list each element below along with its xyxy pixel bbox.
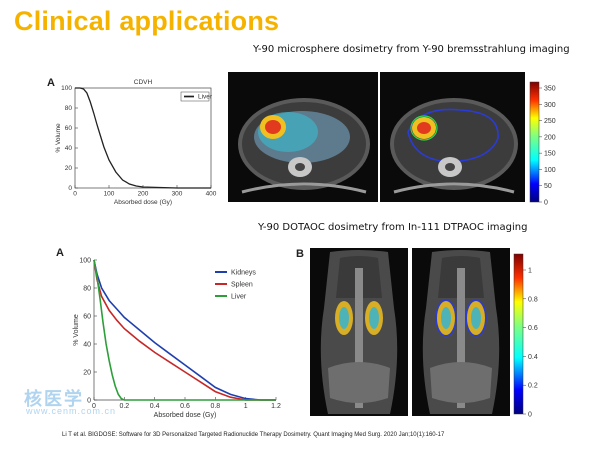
x-tick-label: 1.2 [271, 403, 281, 410]
y-axis-label: % Volume [73, 314, 80, 346]
colorbar-bottom-tick-label: 0 [528, 412, 532, 419]
x-tick-label: 0 [73, 191, 77, 198]
chart-title: CDVH [134, 79, 153, 86]
subtitle-bottom: Y-90 DOTAOC dosimetry from In-111 DTPAOC… [258, 222, 528, 233]
x-tick-label: 0 [92, 403, 96, 410]
x-tick-label: 0.6 [180, 403, 190, 410]
series-line-spleen [93, 259, 276, 401]
y-tick-label: 80 [83, 285, 91, 292]
panel-label-bottom-a: A [56, 247, 64, 259]
colorbar-top: 350 300 250 200 150 100 50 0 [529, 81, 556, 207]
colorbar-top-tick-label: 150 [544, 151, 556, 158]
watermark-url: www.cenm.com.cn [26, 406, 117, 416]
x-tick-label: 400 [206, 191, 217, 198]
colorbar-top-tick-label: 200 [544, 134, 556, 141]
x-axis-label: Absorbed dose (Gy) [114, 199, 172, 206]
colorbar-top-tick-label: 50 [544, 183, 552, 190]
legend-label-liver: Liver [198, 94, 213, 101]
x-tick-label: 100 [104, 191, 115, 198]
series-line-kidneys [93, 259, 276, 401]
colorbar-bottom-tick-label: 0.6 [528, 325, 538, 332]
y-axis-label: % Volume [55, 123, 62, 153]
colorbar-bottom-tick-label: 1 [528, 268, 532, 275]
x-tick-label: 1 [244, 403, 248, 410]
y-tick-label: 20 [83, 369, 91, 376]
y-tick-label: 20 [65, 165, 73, 172]
y-tick-label: 100 [61, 85, 72, 92]
colorbar-bottom: 1 0.8 0.6 0.4 0.2 0 [513, 253, 538, 419]
y-tick-label: 100 [79, 257, 91, 264]
x-tick-label: 0.2 [119, 403, 129, 410]
plot-frame [74, 87, 212, 189]
colorbar-top-tick-label: 350 [544, 86, 556, 93]
panel-label-top-a: A [47, 77, 55, 89]
y-tick-label: 80 [65, 105, 73, 112]
legend-label-liver: Liver [231, 293, 247, 300]
legend-label-kidneys: Kidneys [231, 269, 256, 276]
legend-label-spleen: Spleen [231, 281, 253, 288]
coronal-scan-image-left [310, 248, 408, 416]
y-tick-label: 60 [83, 313, 91, 320]
x-tick-label: 200 [138, 191, 149, 198]
colorbar-bottom-tick-label: 0.4 [528, 354, 538, 361]
y-tick-label: 0 [87, 397, 91, 404]
colorbar-top-tick-label: 300 [544, 102, 556, 109]
y-tick-label: 0 [68, 185, 72, 192]
colorbar-top-tick-label: 250 [544, 118, 556, 125]
y-tick-label: 40 [83, 341, 91, 348]
slide-title: Clinical applications [14, 6, 280, 36]
legend-box [180, 91, 210, 102]
x-tick-label: 0.8 [210, 403, 220, 410]
subtitle-top: Y-90 microsphere dosimetry from Y-90 bre… [253, 44, 570, 55]
colorbar-top-tick-label: 100 [544, 167, 556, 174]
ct-scan-image-b [228, 72, 378, 202]
colorbar-bottom-tick-label: 0.8 [528, 296, 538, 303]
x-axis-label: Absorbed dose (Gy) [154, 412, 217, 419]
series-line-liver [75, 87, 211, 189]
y-tick-label: 60 [65, 125, 73, 132]
x-tick-label: 300 [172, 191, 183, 198]
panel-label-bottom-b: B [296, 248, 304, 260]
citation: Li T et al. BIGDOSE: Software for 3D Per… [62, 432, 445, 438]
y-tick-label: 40 [65, 145, 73, 152]
coronal-scan-image-right [412, 248, 510, 416]
series-line-liver [93, 259, 276, 401]
watermark-logo: 核医学 [24, 389, 84, 409]
x-tick-label: 0.4 [150, 403, 160, 410]
organ-dvh-chart: 0 0.2 0.4 0.6 0.8 1 1.2 0 20 40 60 80 100 Absorbed do… [73, 257, 281, 419]
colorbar-bottom-tick-label: 0.2 [528, 383, 538, 390]
colorbar-top-tick-label: 0 [544, 200, 548, 207]
ct-scan-image-c [380, 72, 525, 202]
